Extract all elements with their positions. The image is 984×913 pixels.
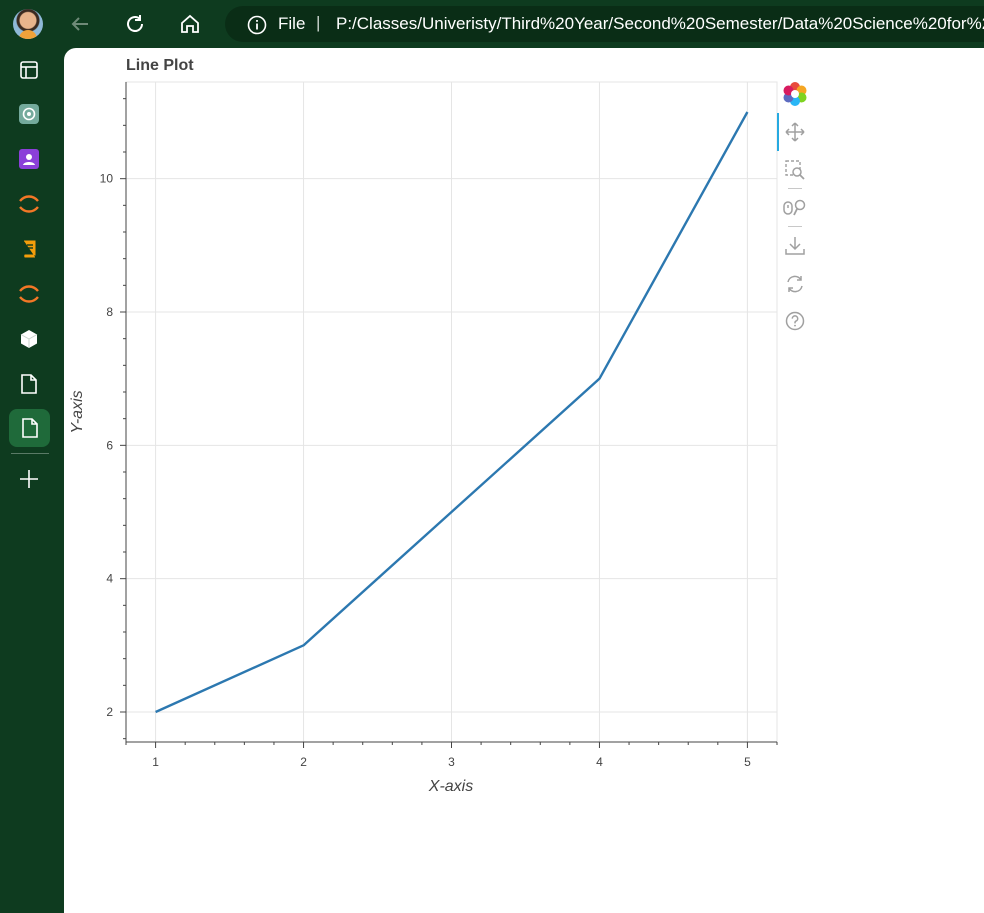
x-tick-label: 4: [596, 755, 603, 769]
help-tool[interactable]: [782, 308, 808, 334]
page-content: Line Plot 1 2 3 4 5 2 4 6 8 10 X-axis Y-axis: [64, 48, 984, 913]
reset-tool[interactable]: [782, 271, 808, 297]
cube-icon: [20, 330, 38, 348]
browser-toolbar: File | P:/Classes/Univeristy/Third%20Yea…: [0, 0, 984, 48]
y-tick-label: 8: [106, 305, 113, 319]
chart-grid: [125, 81, 778, 743]
address-separator: |: [316, 13, 321, 32]
sidebar-item-document-2[interactable]: [9, 409, 50, 447]
layout-icon: [20, 61, 38, 79]
reset-icon: [787, 275, 803, 293]
chatgpt-icon: [19, 104, 39, 124]
save-tool[interactable]: [782, 233, 808, 259]
x-tick-label: 5: [744, 755, 751, 769]
help-icon: [785, 311, 805, 331]
x-tick-label: 1: [152, 755, 159, 769]
sidebar-item-book[interactable]: [14, 234, 44, 264]
pan-tool[interactable]: [782, 119, 808, 145]
toolbar-divider: [788, 226, 802, 227]
sidebar-item-arc-1[interactable]: [14, 189, 44, 219]
series-line: [155, 111, 749, 714]
address-bar[interactable]: File | P:/Classes/Univeristy/Third%20Yea…: [225, 6, 984, 42]
info-icon[interactable]: [247, 15, 267, 35]
sidebar-item-layout[interactable]: [14, 55, 44, 85]
x-tick-label: 2: [300, 755, 307, 769]
document-icon: [21, 374, 37, 394]
y-tick-label: 6: [106, 438, 113, 452]
refresh-button[interactable]: [121, 10, 149, 38]
x-tick-label: 3: [448, 755, 455, 769]
y-tick-label: 2: [106, 705, 113, 719]
y-axis-label: Y-axis: [69, 390, 86, 433]
bokeh-logo-icon: [783, 82, 807, 106]
chart-series: [155, 111, 749, 714]
pan-icon: [785, 122, 805, 142]
address-url[interactable]: P:/Classes/Univeristy/Third%20Year/Secon…: [336, 14, 984, 33]
sidebar-item-cube[interactable]: [14, 324, 44, 354]
document-icon: [21, 418, 38, 438]
arc-icon: [19, 195, 39, 213]
toolbar-divider: [788, 188, 802, 189]
plot-toolbar: [777, 81, 812, 341]
profile-avatar[interactable]: [13, 9, 43, 39]
y-tick-label: 4: [106, 572, 113, 586]
line-chart[interactable]: 1 2 3 4 5 2 4 6 8 10 X-axis Y-axis: [64, 48, 784, 808]
arc-icon: [19, 285, 39, 303]
wheel-zoom-tool[interactable]: [782, 195, 808, 221]
back-arrow-icon: [71, 17, 88, 31]
contact-icon: [19, 149, 39, 169]
book-icon: [24, 240, 36, 258]
box-zoom-icon: [785, 160, 805, 180]
refresh-icon: [127, 15, 143, 32]
sidebar-item-chatgpt[interactable]: [14, 99, 44, 129]
chart-ticks: 1 2 3 4 5 2 4 6 8 10: [100, 98, 778, 769]
back-button[interactable]: [66, 10, 94, 38]
address-label: File: [278, 14, 306, 33]
active-tool-indicator: [777, 113, 779, 151]
sidebar: [0, 48, 64, 913]
wheel-zoom-icon: [783, 199, 806, 216]
sidebar-add-button[interactable]: [14, 464, 44, 494]
home-button[interactable]: [176, 10, 204, 38]
box-zoom-tool[interactable]: [782, 157, 808, 183]
sidebar-divider: [11, 453, 49, 454]
plus-icon: [20, 470, 38, 488]
home-icon: [181, 14, 199, 33]
x-axis-label: X-axis: [428, 778, 473, 795]
bokeh-logo[interactable]: [782, 81, 808, 107]
sidebar-item-arc-2[interactable]: [14, 279, 44, 309]
sidebar-item-document-1[interactable]: [14, 369, 44, 399]
chart-title: Line Plot: [126, 57, 194, 74]
sidebar-item-contact[interactable]: [14, 144, 44, 174]
save-icon: [785, 237, 805, 255]
y-tick-label: 10: [100, 172, 114, 186]
